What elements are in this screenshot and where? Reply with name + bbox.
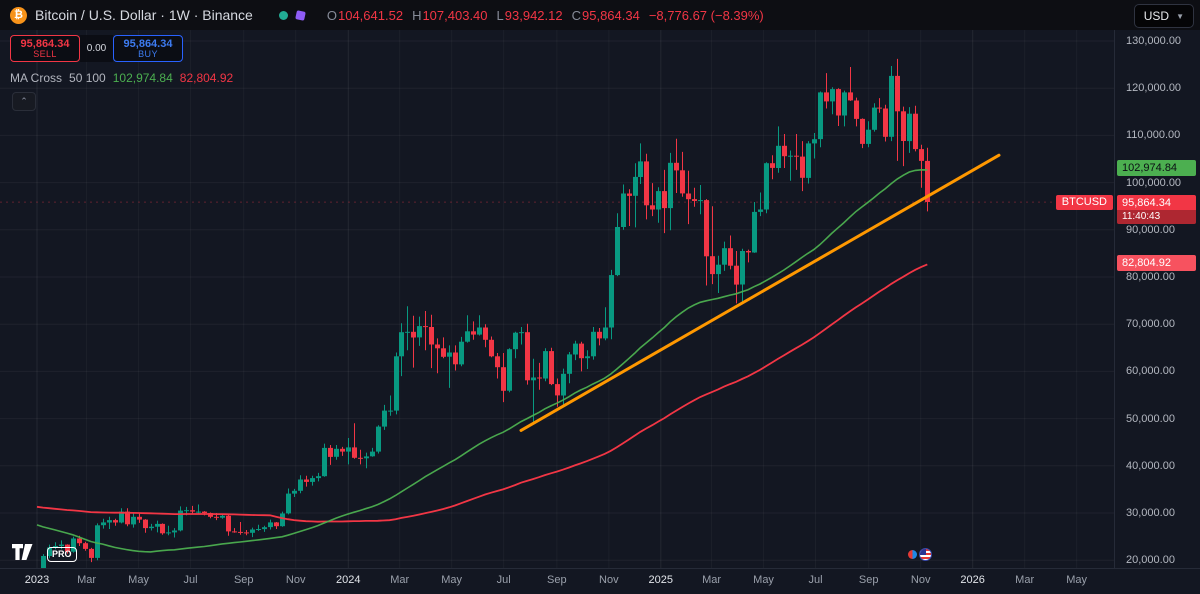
ohlc-low-value: 93,942.12	[504, 7, 563, 23]
time-tick-label: Nov	[599, 574, 619, 586]
price-tick-label: 40,000.00	[1126, 459, 1175, 472]
last-price-value: 95,864.34	[1122, 197, 1171, 210]
currency-label: USD	[1143, 9, 1170, 23]
pro-badge: PRO	[47, 547, 77, 562]
ohlc-low-label: L	[496, 7, 504, 23]
market-status-icon	[278, 10, 288, 20]
time-tick-label: May	[128, 574, 149, 586]
time-tick-label: 2024	[336, 574, 361, 586]
price-tick-label: 130,000.00	[1126, 35, 1182, 47]
tradingview-logo-icon	[12, 544, 33, 560]
ohlc-readout: O104,641.52 H107,403.40 L93,942.12 C95,8…	[327, 8, 764, 23]
indicator-legend[interactable]: MA Cross 50 100 102,974.84 82,804.92	[10, 71, 233, 85]
spread-value: 0.00	[80, 35, 113, 62]
time-axis[interactable]: 2023 Mar May Jul Sep Nov 2024 Mar May Jul Sep Nov 20…	[0, 568, 1200, 594]
time-tick-label: 2023	[24, 574, 50, 586]
time-tick-label: Sep	[858, 574, 879, 586]
time-tick-label: Mar	[77, 574, 97, 586]
time-tick-label: Nov	[285, 574, 306, 586]
symbol-badge-text: BTCUSD	[1061, 196, 1107, 209]
ohlc-open-value: 104,641.52	[337, 7, 404, 23]
last-price-badge: 95,864.34 11:40:43	[1117, 195, 1196, 225]
ma100-price-badge: 82,804.92	[1117, 254, 1196, 271]
price-tick-label: 50,000.00	[1126, 412, 1175, 425]
price-tick-label: 80,000.00	[1126, 271, 1175, 283]
time-tick-label: Mar	[1015, 574, 1035, 586]
indicator-ma50-value: 102,974.84	[112, 71, 173, 85]
us-flag-event-icon	[919, 548, 932, 561]
change-value: −8,776.67 (−8.39%)	[648, 7, 764, 23]
time-tick-label: May	[753, 574, 774, 586]
ohlc-close-label: C	[571, 7, 581, 23]
ohlc-close-value: 95,864.34	[582, 7, 640, 23]
indicator-ma100-value: 82,804.92	[179, 71, 234, 85]
price-tick-label: 20,000.00	[1126, 554, 1175, 567]
ohlc-high-value: 107,403.40	[422, 7, 488, 23]
chart-header: ₿ Bitcoin / U.S. Dollar · 1W · Binance O…	[0, 0, 1200, 30]
ohlc-high-label: H	[412, 7, 422, 23]
bar-countdown: 11:40:43	[1117, 210, 1196, 225]
time-tick-label: Jul	[496, 574, 511, 586]
currency-selector[interactable]: USD ▼	[1133, 4, 1194, 28]
ma100-line[interactable]	[36, 263, 928, 523]
time-tick-label: Jul	[808, 574, 823, 586]
sell-label: SELL	[33, 48, 57, 59]
time-tick-label: May	[441, 574, 463, 586]
price-tick-label: 90,000.00	[1126, 223, 1175, 236]
tradingview-logo[interactable]: PRO	[12, 544, 77, 562]
buy-price: 95,864.34	[123, 37, 173, 50]
grid-lines	[0, 30, 1115, 569]
ma100-badge-value: 82,804.92	[1122, 256, 1171, 269]
price-tick-label: 70,000.00	[1126, 318, 1175, 331]
time-tick-label: 2025	[648, 574, 674, 586]
ideas-icon[interactable]	[295, 9, 306, 21]
sell-price: 95,864.34	[20, 37, 70, 50]
time-tick-label: 2026	[960, 574, 985, 586]
ohlc-open-label: O	[326, 7, 337, 23]
chevron-up-icon: ⌃	[20, 96, 28, 106]
time-tick-label: Nov	[910, 574, 931, 586]
buy-label: BUY	[138, 48, 158, 59]
chevron-down-icon: ▼	[1176, 11, 1184, 21]
time-tick-label: Mar	[390, 574, 410, 586]
time-tick-label: Sep	[233, 574, 254, 586]
economic-event-markers[interactable]	[908, 548, 932, 561]
price-chart[interactable]	[0, 30, 1115, 569]
symbol-price-label: BTCUSD	[1055, 195, 1113, 211]
ma50-badge-value: 102,974.84	[1122, 161, 1178, 174]
event-marker-icon	[908, 550, 917, 559]
trend-line[interactable]	[519, 153, 1001, 432]
time-tick-label: Sep	[547, 574, 567, 586]
price-axis[interactable]: 102,974.84 95,864.34 11:40:43 82,804.92 …	[1114, 30, 1200, 569]
symbol-title[interactable]: Bitcoin / U.S. Dollar · 1W · Binance	[35, 7, 253, 23]
trade-panel: 95,864.34 SELL 0.00 95,864.34 BUY	[10, 35, 183, 62]
candlesticks	[41, 58, 930, 569]
buy-button[interactable]: 95,864.34 BUY	[113, 35, 183, 62]
price-tick-label: 100,000.00	[1126, 176, 1182, 189]
price-tick-label: 30,000.00	[1126, 507, 1175, 519]
chart-area: 102,974.84 95,864.34 11:40:43 82,804.92 …	[0, 30, 1200, 594]
ma50-price-badge: 102,974.84	[1117, 159, 1196, 176]
collapse-legend-button[interactable]: ⌃	[12, 92, 36, 111]
sell-button[interactable]: 95,864.34 SELL	[10, 35, 80, 62]
time-tick-label: May	[1066, 574, 1088, 586]
indicator-name: MA Cross	[10, 71, 63, 85]
bitcoin-logo-icon: ₿	[10, 6, 27, 24]
price-tick-label: 120,000.00	[1126, 82, 1182, 95]
time-tick-label: Jul	[183, 574, 198, 586]
price-tick-label: 110,000.00	[1126, 129, 1181, 142]
time-tick-label: Mar	[702, 574, 722, 586]
indicator-params: 50 100	[69, 71, 106, 85]
price-tick-label: 60,000.00	[1126, 365, 1175, 378]
ma50-line[interactable]	[36, 168, 928, 553]
